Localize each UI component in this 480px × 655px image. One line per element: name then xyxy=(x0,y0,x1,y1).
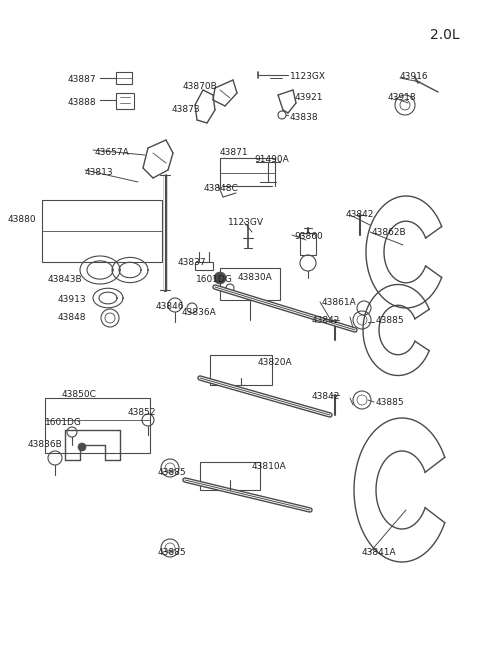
Text: 43861A: 43861A xyxy=(322,298,357,307)
Text: 43885: 43885 xyxy=(376,398,405,407)
Text: 43862B: 43862B xyxy=(372,228,407,237)
Text: 43810A: 43810A xyxy=(252,462,287,471)
Text: 43841A: 43841A xyxy=(362,548,396,557)
Text: 43813: 43813 xyxy=(85,168,114,177)
Text: 1601DG: 1601DG xyxy=(45,418,82,427)
Text: 43880: 43880 xyxy=(8,215,36,224)
Text: 43873: 43873 xyxy=(172,105,201,114)
Bar xyxy=(42,200,162,262)
Bar xyxy=(116,93,134,109)
Text: 43848C: 43848C xyxy=(204,184,239,193)
Text: 43836B: 43836B xyxy=(28,440,63,449)
Text: 43848: 43848 xyxy=(58,313,86,322)
Text: 43842: 43842 xyxy=(312,392,340,401)
Text: 43836A: 43836A xyxy=(182,308,217,317)
Bar xyxy=(220,268,280,300)
Text: 43885: 43885 xyxy=(376,316,405,325)
Bar xyxy=(200,462,260,490)
Text: 1123GV: 1123GV xyxy=(228,218,264,227)
Text: 43852: 43852 xyxy=(128,408,156,417)
Text: 43921: 43921 xyxy=(295,93,324,102)
Text: 43871: 43871 xyxy=(220,148,249,157)
Text: 43888: 43888 xyxy=(68,98,96,107)
Text: 43846: 43846 xyxy=(156,302,184,311)
Bar xyxy=(116,72,132,84)
Text: 43850C: 43850C xyxy=(62,390,97,399)
Text: 91490A: 91490A xyxy=(254,155,289,164)
Bar xyxy=(195,262,213,270)
Text: 43916: 43916 xyxy=(400,72,429,81)
Text: 2.0L: 2.0L xyxy=(430,28,460,42)
Text: 93860: 93860 xyxy=(294,232,323,241)
Text: 43843B: 43843B xyxy=(48,275,83,284)
Bar xyxy=(45,398,150,453)
Circle shape xyxy=(214,272,226,284)
Text: 43870B: 43870B xyxy=(183,82,218,91)
Text: 43885: 43885 xyxy=(158,468,187,477)
Text: 1123GX: 1123GX xyxy=(290,72,326,81)
Text: 43820A: 43820A xyxy=(258,358,293,367)
Text: 43838: 43838 xyxy=(290,113,319,122)
Text: 43842: 43842 xyxy=(312,316,340,325)
Bar xyxy=(300,233,316,255)
Text: 43842: 43842 xyxy=(346,210,374,219)
Text: 43837: 43837 xyxy=(178,258,206,267)
Text: 43885: 43885 xyxy=(158,548,187,557)
Circle shape xyxy=(78,443,86,451)
Text: 43913: 43913 xyxy=(58,295,86,304)
Bar xyxy=(210,355,272,385)
Text: 43887: 43887 xyxy=(68,75,96,84)
Text: 43830A: 43830A xyxy=(238,273,273,282)
Text: 43657A: 43657A xyxy=(95,148,130,157)
Text: 43918: 43918 xyxy=(388,93,417,102)
Text: 1601DG: 1601DG xyxy=(196,275,233,284)
